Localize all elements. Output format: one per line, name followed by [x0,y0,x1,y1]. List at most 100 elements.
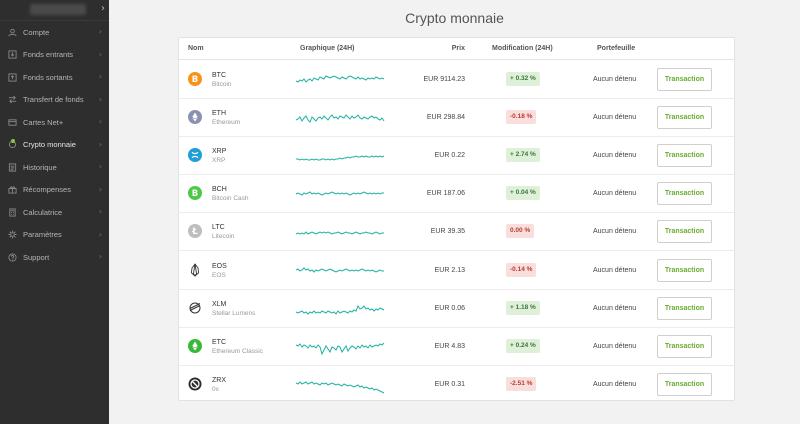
sidebar-item-label: Crypto monnaie [23,140,76,150]
sidebar-item-label: Transfert de fonds [23,95,84,105]
sparkline-path [295,266,384,273]
coin-price: EUR 2.13 [434,266,465,274]
change-badge: 0.00 % [506,224,535,239]
sparkline-chart [295,75,385,83]
sidebar-item-param-tres[interactable]: Paramètres › [0,224,109,247]
sidebar-item-label: Récompenses [23,185,71,195]
coin-price: EUR 9114.23 [423,76,465,83]
history-icon [8,163,17,172]
eos-icon [190,262,200,277]
brand-bar: › [0,0,109,21]
transaction-button[interactable]: Transaction [657,182,712,206]
bitcoin-cash-icon: B [188,186,202,201]
portfolio-holding: Aucun détenu [593,266,637,274]
coin-name: 0x [212,385,219,393]
xrp-icon [188,148,202,163]
page-title: Crypto monnaie [405,10,504,26]
table-row: B BTC Bitcoin EUR 9114.23 + 0.32 % Aucun déte… [179,61,734,99]
portfolio-holding: Aucun détenu [593,380,637,388]
sidebar-item-label: Fonds sortants [23,72,73,82]
coin-symbol: XRP [212,148,227,156]
change-badge: -0.14 % [506,262,537,277]
coin-price: EUR 0.22 [434,152,465,160]
chevron-right-icon: › [98,27,102,36]
header-portfolio: Portefeuille [597,45,636,52]
header-chart: Graphique (24H) [300,45,355,52]
svg-text:Ł: Ł [191,228,198,238]
transaction-button[interactable]: Transaction [657,68,712,91]
sparkline-chart [295,191,384,196]
transfer-icon [8,95,17,104]
upload-icon [8,73,17,82]
sidebar-item-support[interactable]: Support › [0,246,109,269]
sidebar-item-fonds-sortants[interactable]: Fonds sortants › [0,66,109,89]
sidebar-item-label: Calculatrice [23,207,63,217]
coin-name: Ethereum [212,119,241,127]
change-badge: + 0.32 % [506,72,540,86]
sparkline-path [295,304,385,315]
coin-symbol: ETC [212,338,226,346]
change-badge: -0.18 % [506,110,537,125]
active-indicator-icon [11,138,15,143]
coin-name: Bitcoin Cash [212,195,249,203]
table-row: ETH Ethereum EUR 298.84 -0.18 % Aucun détenu… [179,99,734,138]
svg-text:B: B [192,75,198,85]
header-name: Nom [188,45,204,52]
portfolio-holding: Aucun détenu [593,342,637,350]
transaction-button[interactable]: Transaction [657,334,712,358]
table-row: ETC Ethereum Classic EUR 4.83 + 0.24 % Aucun… [179,328,734,366]
transaction-button[interactable]: Transaction [657,144,712,168]
coin-name: Stellar Lumens [212,309,256,317]
sidebar-item-historique[interactable]: Historique › [0,156,109,179]
coin-price: EUR 187.06 [426,190,465,198]
transaction-button[interactable]: Transaction [657,372,712,396]
table-row: B BCH Bitcoin Cash EUR 187.06 + 0.04 % Aucun … [179,175,734,214]
coin-name: Bitcoin [212,81,232,88]
sidebar-item-label: Fonds entrants [23,50,74,60]
download-icon [8,50,17,59]
ethereum-icon [188,110,202,125]
sidebar-item-calculatrice[interactable]: Calculatrice › [0,201,109,224]
header-change: Modification (24H) [492,45,553,52]
table-row: EOS EOS EUR 2.13 -0.14 % Aucun détenu Transac… [179,252,734,290]
sparkline-chart [295,114,385,123]
coin-symbol: BCH [212,186,227,194]
chevron-right-icon: › [98,117,102,126]
sidebar-item-cartes-net[interactable]: Cartes Net+ › [0,111,109,134]
header-price: Prix [451,45,465,52]
bitcoin-icon: B [188,72,202,86]
change-badge: -2.51 % [506,376,537,391]
chevron-right-icon: › [98,229,102,239]
sidebar-item-fonds-entrants[interactable]: Fonds entrants › [0,44,109,67]
card-icon [8,118,17,127]
sparkline-chart [295,381,385,394]
sidebar-item-compte[interactable]: Compte › [0,21,109,44]
change-badge: + 0.24 % [506,338,540,353]
portfolio-holding: Aucun détenu [593,304,637,312]
coin-price: EUR 0.31 [434,380,465,388]
coin-symbol: BTC [212,72,226,79]
coin-name: Litecoin [212,233,235,241]
coin-name: EOS [212,271,226,279]
collapse-chevron-icon[interactable]: › [101,3,105,14]
change-badge: + 0.04 % [506,186,540,201]
sidebar-item-transfert-de-fonds[interactable]: Transfert de fonds › [0,89,109,112]
transaction-button[interactable]: Transaction [657,106,712,130]
transaction-button[interactable]: Transaction [657,258,712,282]
chevron-right-icon: › [98,94,102,104]
transaction-button[interactable]: Transaction [657,296,712,320]
sidebar: › Compte › Fonds entrants › Fonds sortants › T… [0,0,109,424]
portfolio-holding: Aucun détenu [593,114,637,122]
chevron-right-icon: › [98,162,102,171]
sidebar-item-crypto-monnaie[interactable]: Crypto monnaie › [0,134,109,157]
table-row: XRP XRP EUR 0.22 + 2.74 % Aucun détenu Transa… [179,137,734,176]
portfolio-holding: Aucun détenu [593,76,637,83]
sparkline-chart [295,231,384,235]
transaction-button[interactable]: Transaction [657,220,712,244]
sidebar-item-r-compenses[interactable]: Récompenses › [0,179,109,202]
stellar-icon [189,302,201,314]
coin-price: EUR 0.06 [434,304,465,312]
sidebar-item-label: Compte [23,27,50,37]
crypto-table: Nom Graphique (24H) Prix Modification (2… [178,37,735,401]
table-row: Ł LTC Litecoin EUR 39.35 0.00 % Aucun détenu T… [179,213,734,252]
